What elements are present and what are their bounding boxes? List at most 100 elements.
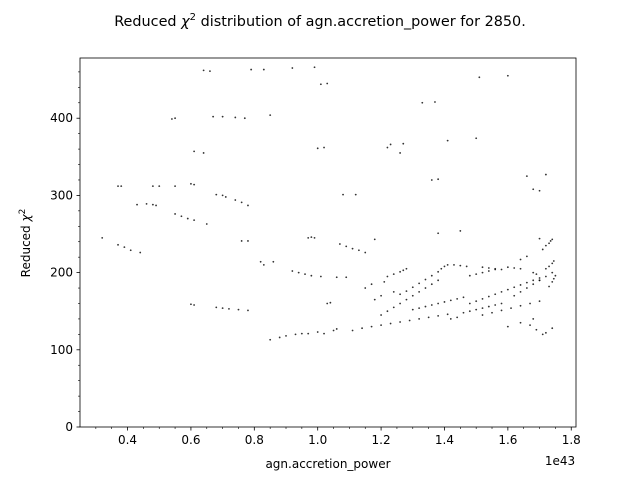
scatter-point bbox=[487, 270, 490, 272]
scatter-point bbox=[478, 76, 481, 79]
scatter-point bbox=[354, 193, 357, 196]
x-tick-label: 1.0 bbox=[308, 433, 327, 447]
scatter-point bbox=[262, 68, 265, 71]
scatter-point bbox=[500, 268, 503, 271]
scatter-point bbox=[316, 331, 319, 333]
scatter-point bbox=[329, 301, 332, 304]
scatter-point bbox=[430, 274, 433, 277]
scatter-point bbox=[459, 264, 462, 267]
scatter-point bbox=[411, 308, 414, 311]
scatter-point bbox=[310, 236, 313, 239]
x-tick-label: 0.6 bbox=[181, 433, 200, 447]
scatter-point bbox=[544, 331, 547, 334]
scatter-point bbox=[316, 147, 319, 150]
scatter-point bbox=[551, 238, 554, 241]
scatter-point bbox=[151, 203, 154, 206]
x-tick-label: 0.4 bbox=[118, 433, 137, 447]
scatter-point bbox=[338, 243, 341, 245]
scatter-point bbox=[259, 260, 262, 263]
scatter-point bbox=[430, 179, 433, 181]
scatter-point bbox=[319, 275, 322, 278]
scatter-point bbox=[481, 307, 484, 310]
scatter-point bbox=[468, 274, 471, 277]
y-tick-label: 300 bbox=[50, 188, 73, 202]
scatter-point bbox=[532, 283, 535, 286]
scatter-point bbox=[525, 281, 528, 284]
scatter-point bbox=[532, 188, 535, 191]
scatter-point bbox=[449, 318, 452, 320]
scatter-point bbox=[554, 274, 557, 277]
scatter-point bbox=[174, 185, 176, 188]
scatter-point bbox=[475, 273, 478, 276]
scatter-point bbox=[101, 236, 104, 239]
scatter-point bbox=[434, 101, 436, 103]
scatter-point bbox=[364, 287, 367, 289]
scatter-point bbox=[392, 306, 395, 309]
scatter-point bbox=[544, 173, 547, 176]
scatter-point bbox=[481, 266, 484, 269]
scatter-point bbox=[129, 249, 132, 252]
scatter-point bbox=[202, 69, 205, 72]
scatter-point bbox=[548, 285, 550, 288]
scatter-point bbox=[212, 115, 215, 118]
scatter-point bbox=[269, 338, 272, 341]
scatter-point bbox=[291, 270, 294, 272]
scatter-point bbox=[402, 142, 405, 145]
scatter-point bbox=[424, 278, 427, 281]
scatter-point bbox=[285, 335, 287, 337]
scatter-point bbox=[418, 282, 421, 285]
scatter-point bbox=[418, 307, 421, 310]
scatter-point bbox=[221, 194, 224, 197]
scatter-point bbox=[437, 279, 440, 282]
scatter-point bbox=[247, 240, 249, 242]
scatter-point bbox=[551, 262, 554, 265]
y-tick-label: 0 bbox=[65, 420, 73, 434]
scatter-point bbox=[389, 322, 392, 325]
scatter-point bbox=[323, 332, 325, 335]
scatter-point bbox=[437, 178, 440, 181]
x-axis: 0.4 0.6 0.8 1.0 1.2 1.4 1.6 1.8 bbox=[95, 427, 581, 447]
scatter-point bbox=[544, 244, 547, 247]
x-tick-label: 1.4 bbox=[435, 433, 454, 447]
scatter-point bbox=[307, 332, 310, 335]
scatter-point bbox=[205, 223, 208, 225]
scatter-point bbox=[234, 116, 237, 119]
scatter-point bbox=[174, 117, 176, 120]
scatter-point bbox=[269, 114, 272, 117]
scatter-point bbox=[399, 293, 401, 296]
scatter-point bbox=[552, 260, 555, 262]
scatter-point bbox=[519, 267, 522, 270]
scatter-point bbox=[427, 316, 430, 319]
scatter-point bbox=[541, 333, 544, 336]
scatter-point bbox=[548, 242, 550, 245]
scatter-point bbox=[430, 304, 433, 306]
scatter-point bbox=[193, 219, 196, 222]
scatter-point bbox=[465, 265, 468, 268]
scatter-point bbox=[139, 251, 142, 254]
scatter-point bbox=[500, 309, 503, 312]
scatter-point bbox=[552, 277, 555, 280]
scatter-point bbox=[405, 267, 408, 270]
scatter-point bbox=[424, 287, 427, 289]
scatter-point bbox=[386, 310, 389, 313]
scatter-point bbox=[519, 304, 522, 307]
scatter-point bbox=[487, 305, 490, 308]
chart-title: Reduced χ2 distribution of agn.accretion… bbox=[114, 12, 526, 30]
scatter-point bbox=[190, 182, 192, 185]
scatter-point bbox=[364, 251, 367, 254]
scatter-point bbox=[475, 300, 478, 303]
scatter-point bbox=[174, 213, 176, 215]
scatter-point bbox=[247, 309, 249, 312]
scatter-point bbox=[386, 146, 389, 149]
scatter-point bbox=[525, 255, 528, 258]
scatter-point bbox=[446, 139, 449, 142]
scatter-point bbox=[171, 118, 173, 120]
scatter-point bbox=[370, 325, 373, 328]
scatter-point bbox=[240, 201, 243, 204]
scatter-point bbox=[190, 303, 192, 306]
scatter-point bbox=[519, 291, 522, 293]
scatter-point bbox=[186, 217, 189, 220]
scatter-point bbox=[519, 284, 522, 286]
x-axis-offset-label: 1e43 bbox=[545, 454, 575, 468]
scatter-point bbox=[120, 185, 123, 188]
